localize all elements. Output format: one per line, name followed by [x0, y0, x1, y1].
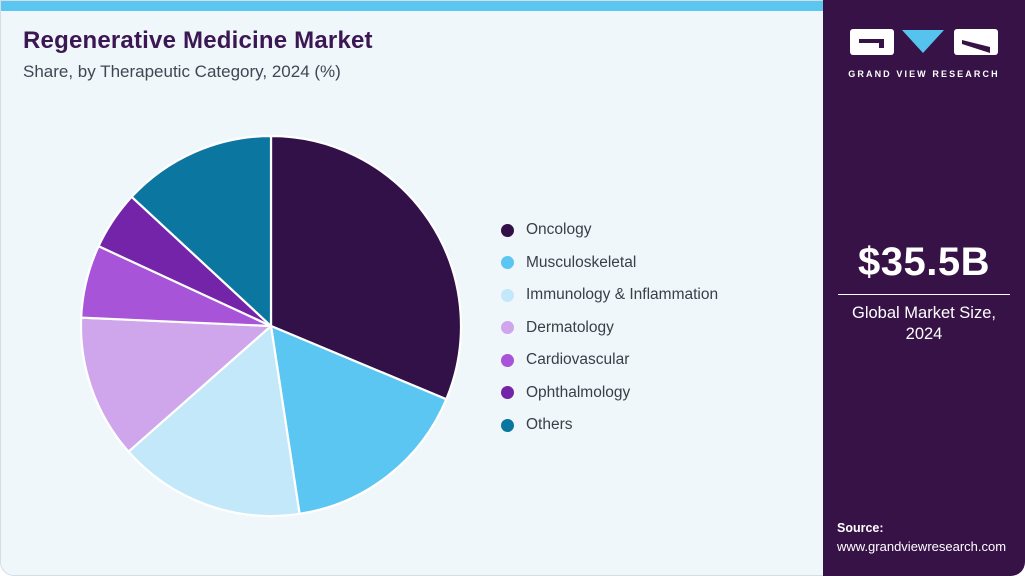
brand-name: GRAND VIEW RESEARCH: [848, 69, 1000, 79]
market-size-label: Global Market Size, 2024: [852, 304, 996, 344]
chart-legend: Oncology Musculoskeletal Immunology & Infl…: [501, 221, 718, 434]
legend-dot-icon: [501, 223, 514, 237]
legend-dot-icon: [501, 386, 514, 399]
title-block: Regenerative Medicine Market Share, by T…: [23, 27, 373, 82]
pie-slice-musculoskeletal: [269, 324, 448, 515]
pie-chart-container: [76, 131, 466, 521]
legend-dot-icon: [501, 353, 514, 367]
market-size-value: $35.5B: [858, 240, 990, 284]
source-block: Source: www.grandviewresearch.com: [837, 521, 1006, 554]
legend-item: Dermatology: [501, 319, 718, 337]
legend-dot-icon: [501, 288, 514, 302]
brand-sidebar: GRAND VIEW RESEARCH $35.5B Global Market…: [823, 0, 1025, 576]
legend-item: Oncology: [501, 221, 718, 239]
legend-dot-icon: [501, 321, 514, 334]
brand-logo-block: GRAND VIEW RESEARCH: [823, 26, 1025, 79]
logo-v-glyph: [902, 30, 944, 53]
chart-subtitle: Share, by Therapeutic Category, 2024 (%): [23, 62, 341, 81]
pie-slice-dermatology: [79, 316, 273, 453]
logo-g-glyph: [859, 39, 884, 48]
pie-slice-others: [130, 134, 273, 328]
legend-label: Dermatology: [526, 318, 614, 336]
legend-label: Ophthalmology: [526, 383, 631, 401]
legend-label: Oncology: [526, 221, 592, 238]
pie-slice-immunology-inflammation: [127, 324, 301, 518]
legend-label: Musculoskeletal: [526, 253, 637, 271]
chart-card: Regenerative Medicine Market Share, by T…: [0, 0, 825, 576]
source-url: www.grandviewresearch.com: [837, 539, 1007, 554]
grand-view-research-logo-icon: [850, 29, 998, 55]
logo-r-glyph: [962, 40, 990, 53]
top-accent-strip: [1, 1, 824, 11]
legend-dot-icon: [501, 256, 514, 269]
legend-item: Musculoskeletal: [501, 254, 718, 272]
legend-item: Immunology & Inflammation: [501, 286, 718, 304]
source-label: Source:: [837, 521, 884, 535]
legend-label: Others: [526, 416, 573, 433]
pie-chart: [79, 134, 463, 518]
chart-title: Regenerative Medicine Market: [23, 27, 373, 54]
market-size-block: $35.5B Global Market Size, 2024: [823, 240, 1025, 346]
legend-item: Ophthalmology: [501, 384, 718, 402]
legend-label: Immunology & Inflammation: [526, 286, 719, 303]
legend-label: Cardiovascular: [526, 351, 630, 368]
market-size-divider: [838, 294, 1010, 295]
legend-item: Others: [501, 416, 718, 434]
legend-item: Cardiovascular: [501, 351, 718, 369]
pie-slice-oncology: [269, 134, 463, 401]
legend-dot-icon: [501, 418, 514, 432]
